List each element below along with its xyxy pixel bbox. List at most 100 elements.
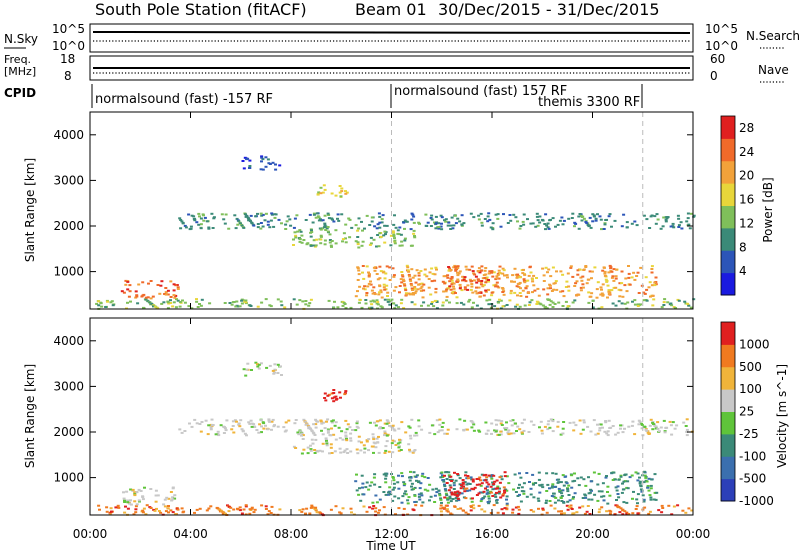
echo-cell — [207, 226, 211, 229]
echo-cell — [440, 471, 444, 474]
echo-cell — [384, 493, 388, 496]
echo-cell — [138, 500, 141, 503]
echo-cell — [603, 270, 607, 273]
echo-cell — [499, 430, 503, 433]
echo-cell — [414, 475, 418, 478]
echo-cell — [580, 279, 584, 282]
echo-cell — [470, 487, 474, 490]
echo-cell — [636, 493, 640, 496]
echo-cell — [607, 215, 611, 218]
echo-cell — [506, 431, 510, 434]
echo-cell — [330, 217, 334, 220]
echo-cell — [545, 472, 549, 475]
echo-cell — [478, 271, 482, 274]
echo-cell — [256, 226, 260, 229]
echo-cell — [377, 451, 381, 454]
echo-cell — [244, 374, 248, 377]
echo-cell — [167, 505, 170, 507]
echo-cell — [199, 304, 203, 307]
echo-cell — [417, 221, 421, 224]
echo-cell — [582, 217, 586, 220]
echo-cell — [559, 433, 563, 436]
echo-cell — [298, 229, 302, 232]
echo-cell — [198, 215, 201, 218]
echo-cell — [435, 419, 439, 422]
echo-cell — [397, 497, 401, 500]
echo-cell — [495, 281, 499, 284]
echo-cell — [547, 268, 551, 271]
echo-cell — [421, 501, 425, 504]
echo-cell — [237, 423, 241, 426]
echo-cell — [480, 508, 484, 511]
echo-cell — [233, 419, 237, 422]
echo-cell — [407, 443, 411, 446]
echo-cell — [592, 419, 596, 422]
echo-cell — [654, 222, 658, 225]
echo-cell — [239, 222, 242, 225]
echo-cell — [436, 431, 440, 434]
echo-cell — [354, 240, 358, 243]
echo-cell — [375, 501, 379, 504]
echo-cell — [451, 498, 455, 500]
echo-cell — [404, 431, 408, 434]
echo-cell — [354, 429, 358, 432]
echo-cell — [385, 265, 389, 268]
echo-cell — [400, 421, 404, 424]
echo-cell — [473, 486, 477, 489]
echo-cell — [503, 427, 507, 430]
echo-cell — [209, 426, 213, 429]
echo-cell — [289, 224, 293, 227]
echo-cell — [137, 488, 141, 491]
echo-cell — [605, 475, 608, 477]
echo-cell — [444, 489, 448, 492]
date-range: 30/Dec/2015 - 31/Dec/2015 — [438, 0, 660, 19]
echo-cell — [518, 472, 521, 475]
echo-cell — [260, 214, 264, 217]
echo-cell — [524, 287, 528, 290]
echo-cell — [342, 232, 346, 235]
echo-cell — [378, 498, 382, 501]
echo-cell — [433, 433, 437, 436]
echo-cell — [516, 425, 520, 428]
echo-cell — [503, 489, 506, 492]
echo-cell — [355, 425, 359, 428]
echo-cell — [586, 224, 590, 226]
echo-cell — [475, 483, 479, 486]
echo-cell — [518, 292, 522, 294]
echo-cell — [448, 280, 452, 283]
echo-cell — [641, 494, 645, 497]
echo-cell — [202, 214, 205, 217]
echo-cell — [189, 227, 193, 230]
echo-cell — [561, 432, 565, 435]
echo-cell — [528, 265, 532, 268]
echo-cell — [459, 487, 463, 490]
echo-cell — [195, 508, 199, 511]
echo-cell — [174, 294, 178, 297]
echo-cell — [561, 290, 565, 293]
echo-cell — [414, 290, 418, 293]
echo-cell — [344, 223, 348, 226]
echo-cell — [550, 486, 554, 489]
echo-cell — [244, 299, 248, 302]
echo-cell — [536, 301, 540, 304]
echo-cell — [484, 290, 488, 293]
echo-cell — [314, 418, 318, 421]
echo-cell — [480, 221, 484, 224]
echo-cell — [547, 420, 551, 423]
echo-cell — [653, 491, 657, 494]
echo-cell — [649, 496, 653, 499]
echo-cell — [447, 266, 451, 268]
echo-cell — [376, 441, 380, 444]
echo-cell — [497, 490, 501, 493]
echo-cell — [531, 280, 535, 283]
echo-cell — [673, 427, 677, 430]
echo-cell — [672, 226, 676, 229]
echo-cell — [430, 302, 434, 305]
echo-cell — [302, 418, 306, 421]
echo-cell — [607, 293, 611, 295]
echo-cell — [668, 420, 672, 423]
echo-cell — [208, 302, 212, 305]
echo-cell — [643, 425, 647, 428]
echo-cell — [452, 282, 456, 285]
echo-cell — [160, 280, 164, 283]
